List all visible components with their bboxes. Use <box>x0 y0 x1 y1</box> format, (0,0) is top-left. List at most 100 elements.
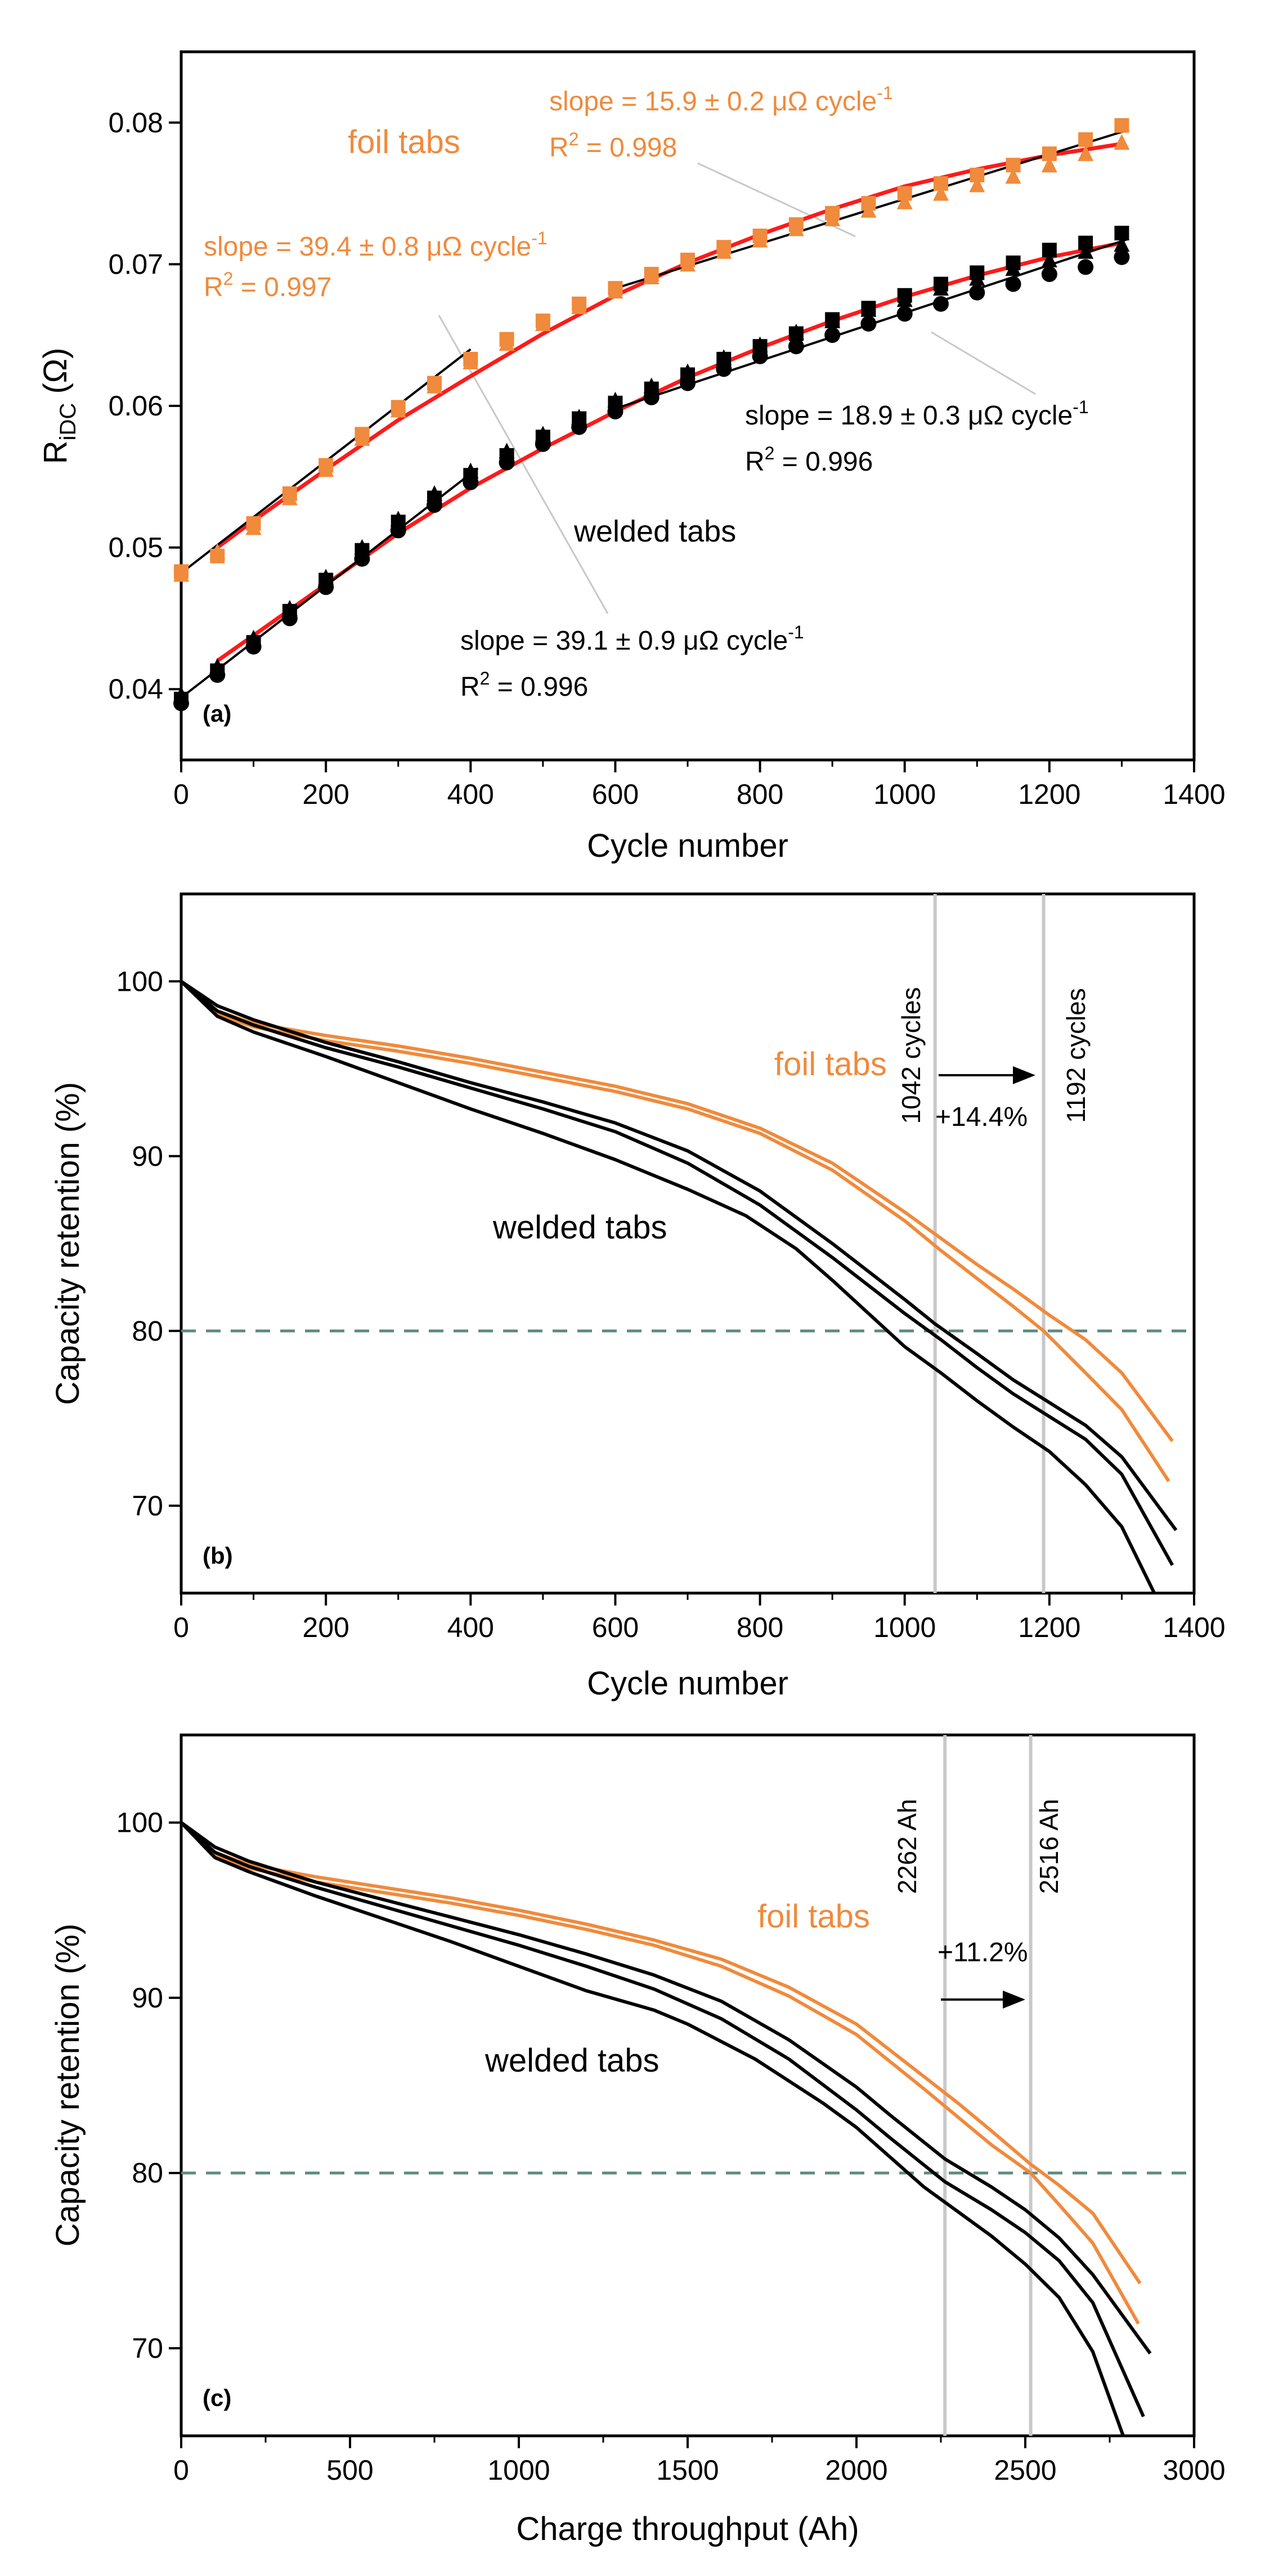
panel-a: 0 200 400 600 800 1000 1200 1400 0.04 0.05 0.06 0.0… <box>37 50 1226 864</box>
panel-c-ticks: 0 500 1000 1500 2000 2500 3000 70 80 90 100 <box>116 1807 1226 2486</box>
annotation-r2-welded-late: R2 = 0.996 <box>745 443 873 477</box>
data-point-triangle <box>463 354 479 370</box>
data-point-triangle <box>209 658 226 674</box>
data-point-triangle <box>896 193 913 209</box>
data-point-triangle <box>427 485 442 501</box>
data-point-triangle <box>390 511 406 527</box>
panel-b-vline-label-1192: 1192 cycles <box>1061 988 1091 1123</box>
data-point-triangle <box>499 442 515 459</box>
annotation-welded-tabs: welded tabs <box>573 515 736 548</box>
data-point-triangle <box>643 377 660 393</box>
y-tick-label: 70 <box>132 1490 163 1522</box>
x-tick-label: 0 <box>173 2454 189 2486</box>
exponential-fit-line <box>216 142 1122 549</box>
data-point-triangle <box>680 256 696 272</box>
panel-a-markers <box>173 118 1130 712</box>
data-point-triangle <box>680 363 696 379</box>
data-point-square <box>1078 132 1093 147</box>
annotation-slope-welded-late: slope = 18.9 ± 0.3 μΩ cycle-1 <box>745 397 1089 431</box>
data-point-circle <box>643 389 660 405</box>
annotation-slope-foil-early: slope = 39.4 ± 0.8 μΩ cycle-1 <box>204 228 548 262</box>
data-point-triangle <box>969 176 985 193</box>
panel-c-curves <box>180 1821 1152 2437</box>
panel-c-y-axis-title: Capacity retention (%) <box>50 1924 86 2247</box>
annotation-slope-foil-late: slope = 15.9 ± 0.2 μΩ cycle-1 <box>549 83 893 117</box>
data-point-circle <box>354 551 370 567</box>
panel-b: 0 200 400 600 800 1000 1200 1400 70 80 90 100 Cycle… <box>50 892 1226 1702</box>
x-tick-label: 200 <box>302 779 349 810</box>
panel-c-arrow-label: +11.2% <box>937 1938 1028 1967</box>
data-point-triangle <box>788 324 804 340</box>
x-tick-label: 2000 <box>825 2454 887 2486</box>
annotation-r2-foil-early: R2 = 0.997 <box>204 269 331 302</box>
data-point-circle <box>1078 259 1094 275</box>
data-point-triangle <box>824 312 841 329</box>
data-point-triangle <box>354 430 370 446</box>
data-point-triangle <box>896 291 913 307</box>
data-point-triangle <box>933 280 949 296</box>
y-tick-label: 0.07 <box>109 248 163 280</box>
retention-curve-orange <box>180 980 1174 1442</box>
x-tick-label: 1200 <box>1018 1612 1080 1643</box>
x-tick-label: 3000 <box>1163 2454 1225 2486</box>
retention-curve-black <box>180 980 1156 1594</box>
data-point-triangle <box>1041 251 1057 267</box>
data-point-triangle <box>463 462 479 478</box>
data-point-triangle <box>1005 260 1021 276</box>
data-point-triangle <box>245 519 262 535</box>
data-point-circle <box>788 338 804 355</box>
data-point-triangle <box>245 629 262 646</box>
data-point-circle <box>860 316 877 332</box>
retention-curve-black <box>180 1821 1152 2355</box>
panel-b-x-axis-title: Cycle number <box>587 1665 788 1702</box>
data-point-triangle <box>173 566 189 582</box>
data-point-triangle <box>860 202 877 218</box>
y-tick-label: 100 <box>116 965 163 997</box>
data-point-circle <box>499 454 515 471</box>
x-tick-label: 1000 <box>873 1612 936 1643</box>
data-point-triangle <box>571 409 587 425</box>
panel-c-vline-label-2516: 2516 Ah <box>1034 1799 1064 1894</box>
panel-b-ticks: 0 200 400 600 800 1000 1200 1400 70 80 90 100 <box>116 965 1226 1643</box>
panel-b-label-welded-tabs: welded tabs <box>492 1209 667 1246</box>
data-point-triangle <box>535 315 551 332</box>
panel-c-x-axis-title: Charge throughput (Ah) <box>516 2511 859 2547</box>
data-point-triangle <box>1078 243 1094 259</box>
data-point-circle <box>933 296 949 312</box>
data-point-triangle <box>824 210 841 226</box>
y-tick-label: 70 <box>132 2332 163 2364</box>
panel-b-label-foil-tabs: foil tabs <box>774 1046 887 1083</box>
data-point-triangle <box>354 539 370 555</box>
data-point-circle <box>607 404 623 420</box>
y-tick-label: 80 <box>132 2157 163 2189</box>
panel-b-arrow-label: +14.4% <box>935 1102 1028 1132</box>
x-tick-label: 1400 <box>1163 1612 1225 1643</box>
y-tick-label: 90 <box>132 1141 163 1172</box>
data-point-triangle <box>499 335 515 351</box>
retention-curve-black <box>180 980 1178 1531</box>
data-point-triangle <box>788 220 804 236</box>
data-point-triangle <box>607 391 623 408</box>
data-point-triangle <box>1114 134 1130 150</box>
data-point-triangle <box>318 569 334 585</box>
data-point-circle <box>1005 276 1021 292</box>
data-point-circle <box>969 284 985 301</box>
data-point-triangle <box>390 401 406 418</box>
data-point-triangle <box>752 231 768 248</box>
x-tick-label: 400 <box>447 779 494 810</box>
data-point-triangle <box>607 283 623 299</box>
data-point-circle <box>427 497 442 513</box>
data-point-circle <box>390 522 406 539</box>
data-point-circle <box>896 306 913 322</box>
data-point-circle <box>680 375 696 391</box>
y-tick-label: 0.04 <box>109 673 163 705</box>
data-point-triangle <box>318 461 334 477</box>
data-point-square <box>1114 118 1129 133</box>
data-point-circle <box>752 348 768 364</box>
data-point-triangle <box>535 426 551 442</box>
y-tick-label: 0.05 <box>109 532 163 564</box>
panel-a-ticks: 0 200 400 600 800 1000 1200 1400 0.04 0.05 0.06 0.0… <box>109 107 1226 810</box>
x-tick-label: 1000 <box>873 779 936 810</box>
data-point-triangle <box>1041 156 1057 173</box>
data-point-triangle <box>860 301 877 317</box>
